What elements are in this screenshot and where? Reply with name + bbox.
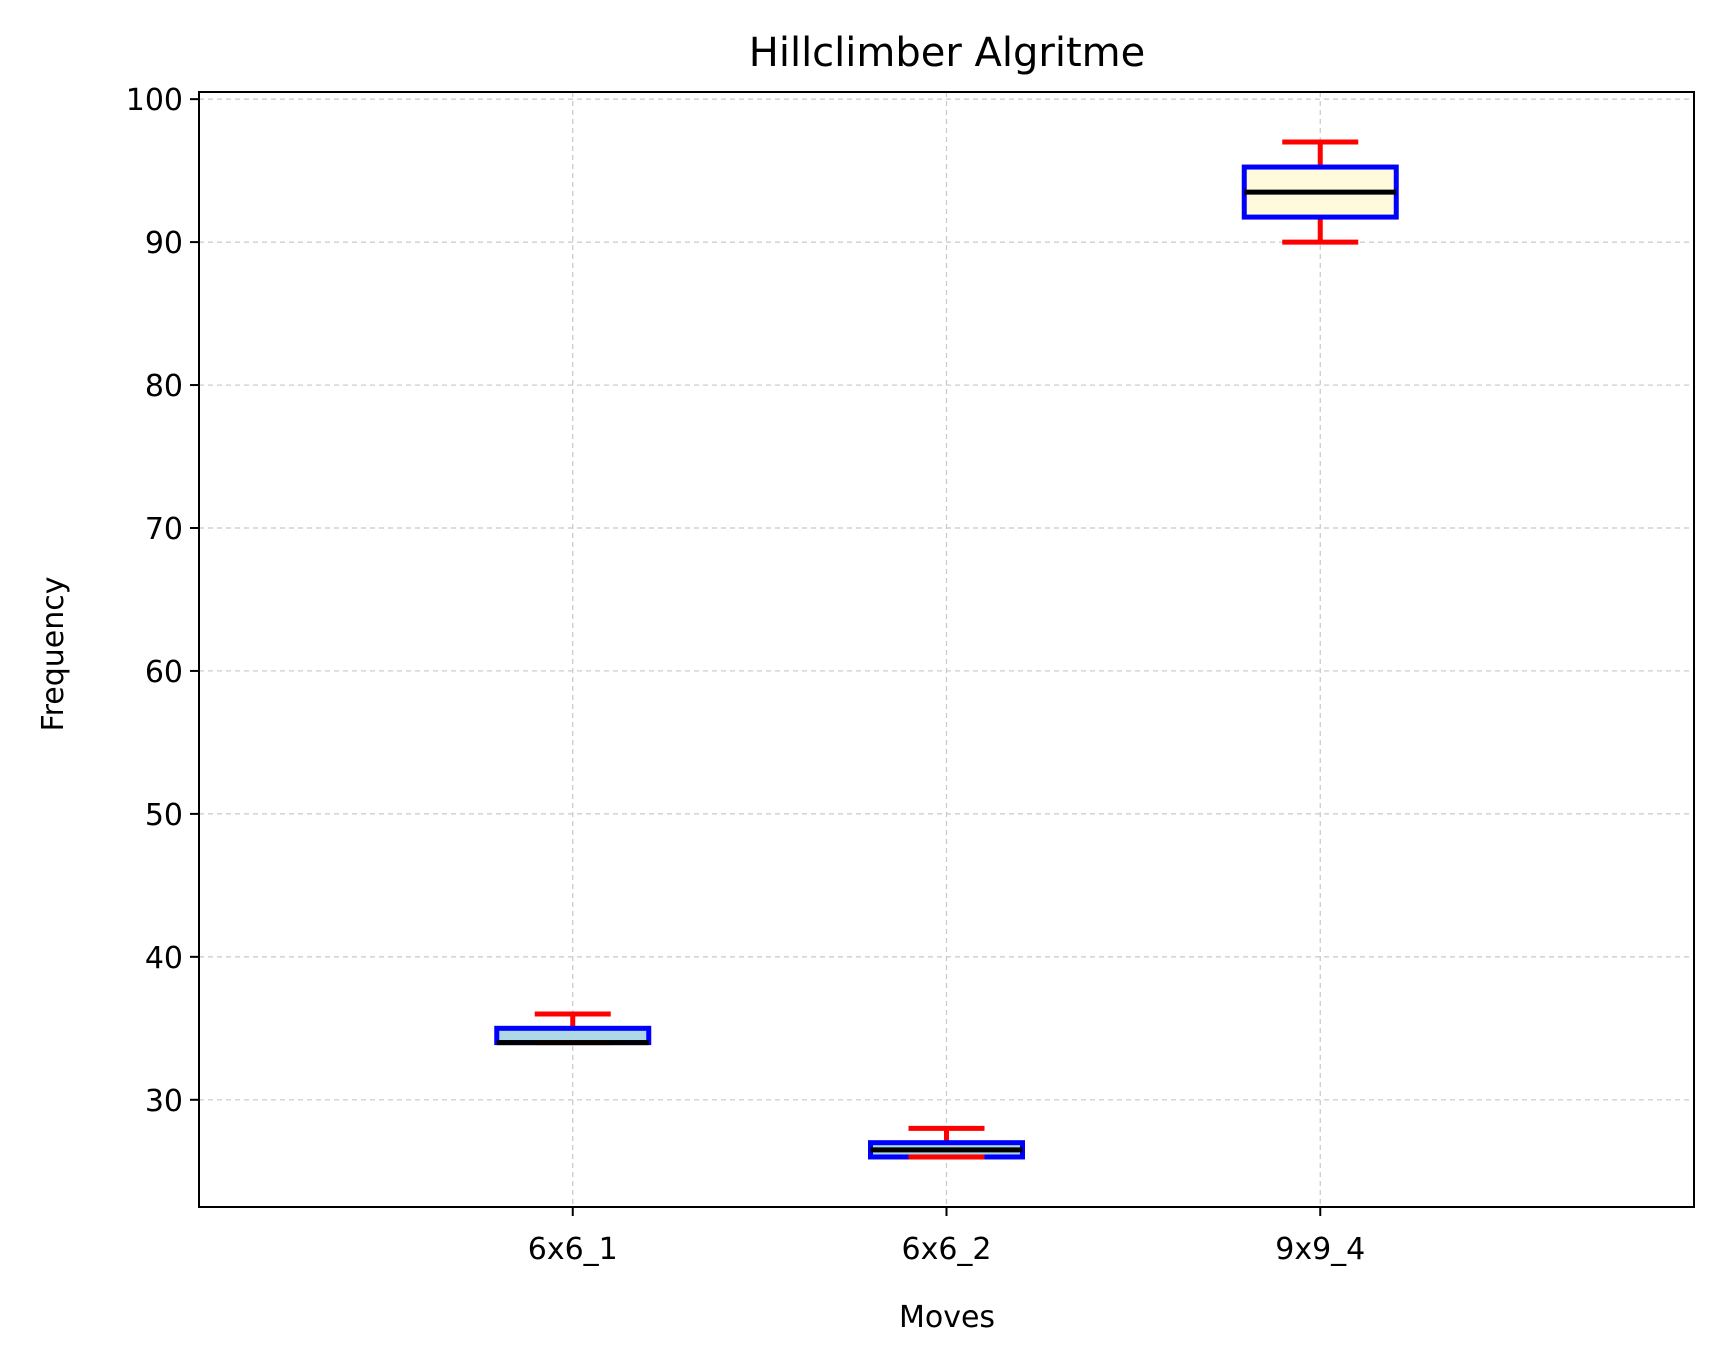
box-6x6_1 [494,1011,652,1046]
y-tick-label: 70 [145,512,183,547]
box-9x9_4 [1241,139,1399,245]
box-series [494,139,1399,1160]
x-axis-label: Moves [899,1300,995,1335]
axis-ticks: 30 40 50 60 70 80 90 100 6x6_1 6x6_2 9x9_4 [126,83,1366,1267]
y-tick-label: 60 [145,655,183,690]
y-tick-label: 40 [145,941,183,976]
chart-title: Hillclimber Algritme [749,30,1145,76]
y-axis-label: Frequency [36,577,71,732]
y-tick-label: 90 [145,226,183,261]
x-tick-label: 6x6_2 [901,1232,991,1267]
x-tick-label: 6x6_1 [528,1232,618,1267]
y-tick-label: 80 [145,369,183,404]
grid-lines [199,92,1694,1207]
box-6x6_2 [868,1125,1025,1160]
y-tick-label: 50 [145,798,183,833]
y-tick-label: 100 [126,83,183,118]
x-tick-label: 9x9_4 [1275,1232,1365,1267]
y-tick-label: 30 [145,1084,183,1119]
